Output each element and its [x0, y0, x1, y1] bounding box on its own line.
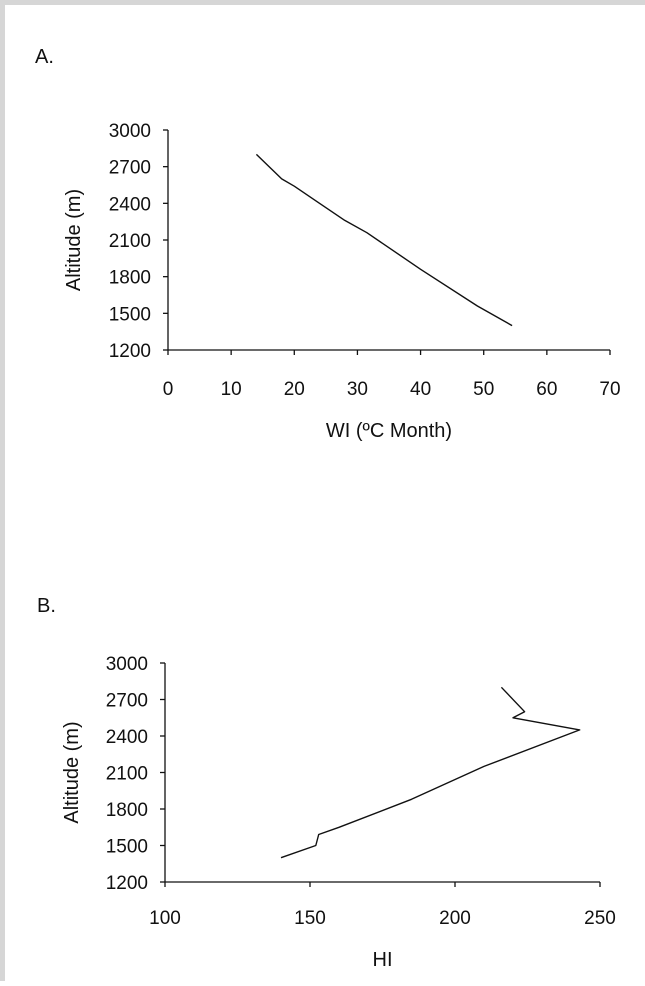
- y-tick-label: 1500: [109, 304, 151, 325]
- x-tick-label: 30: [347, 379, 368, 400]
- y-tick-label: 1500: [106, 837, 148, 858]
- x-tick-label: 100: [149, 908, 181, 929]
- x-tick-label: 250: [584, 908, 616, 929]
- y-tick-label: 1800: [106, 800, 148, 821]
- x-axis-title: WI (ºC Month): [326, 420, 452, 442]
- y-tick-label: 2400: [106, 727, 148, 748]
- x-axis-title: HI: [373, 949, 393, 971]
- y-tick-label: 1200: [106, 873, 148, 894]
- x-tick-label: 50: [473, 379, 494, 400]
- x-tick-label: 70: [599, 379, 620, 400]
- x-tick-label: 40: [410, 379, 431, 400]
- y-axis-title: Altitude (m): [63, 189, 85, 291]
- panel-label: B.: [37, 595, 56, 617]
- y-tick-label: 3000: [106, 654, 148, 675]
- y-tick-label: 1200: [109, 341, 151, 362]
- y-tick-label: 2700: [109, 158, 151, 179]
- series-line: [280, 686, 581, 859]
- y-axis-title: Altitude (m): [61, 721, 83, 823]
- x-tick-label: 0: [163, 379, 174, 400]
- y-tick-label: 2700: [106, 691, 148, 712]
- y-tick-label: 2100: [109, 231, 151, 252]
- y-tick-label: 3000: [109, 121, 151, 142]
- x-tick-label: 200: [439, 908, 471, 929]
- x-tick-label: 60: [536, 379, 557, 400]
- x-tick-label: 10: [221, 379, 242, 400]
- y-tick-label: 2100: [106, 764, 148, 785]
- panel-label: A.: [35, 46, 54, 68]
- x-tick-label: 20: [284, 379, 305, 400]
- panel-a: A. 1200 1500 1800 2100 2400 2700 3000 0 10 20 30 40 5…: [35, 46, 621, 442]
- series-line: [255, 153, 513, 327]
- y-tick-label: 2400: [109, 194, 151, 215]
- x-tick-label: 150: [294, 908, 326, 929]
- panel-b: B. 1200 1500 1800 2100 2400 2700 3000 100 150 200 2…: [37, 595, 616, 971]
- y-tick-label: 1800: [109, 268, 151, 289]
- figure-svg: A. 1200 1500 1800 2100 2400 2700 3000 0 10 20 30 40 5…: [35, 46, 621, 971]
